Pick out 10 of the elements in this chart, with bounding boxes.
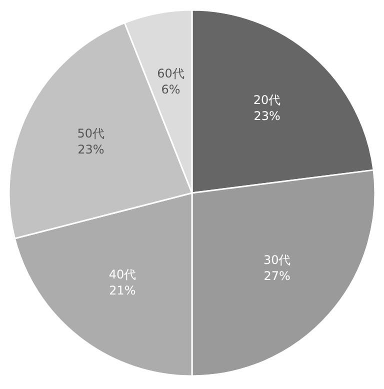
data-label: 21% [109,284,136,298]
slice-label: 50代 [77,126,105,140]
slice-label: 30代 [263,253,291,268]
slice-label: 40代 [108,268,136,282]
slice-label: 20代 [253,92,281,107]
data-label: 27% [264,269,290,284]
data-label: 23% [254,108,280,123]
data-label: 6% [161,82,180,97]
data-label: 23% [78,142,104,156]
slice-label: 60代 [157,66,184,81]
